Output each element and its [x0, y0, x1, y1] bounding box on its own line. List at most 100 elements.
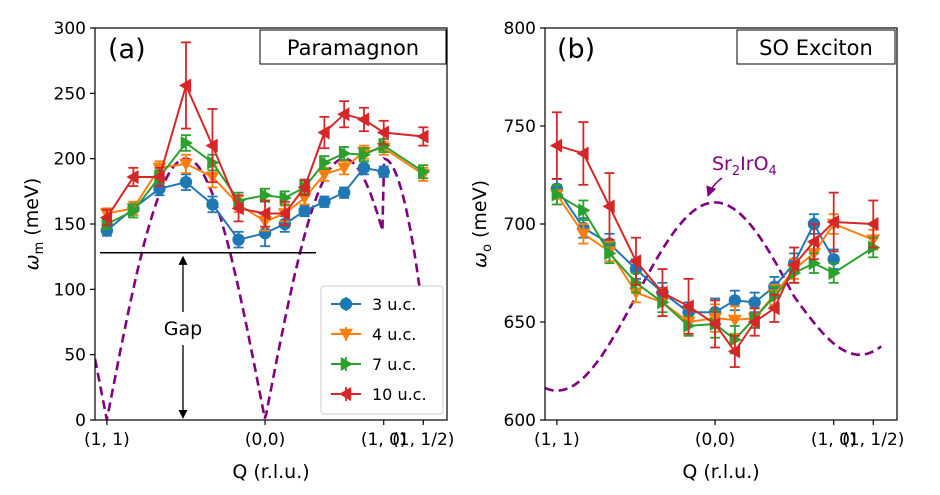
series-10-u-c — [99, 41, 429, 228]
x-tick-label: (1, 1/2) — [392, 430, 454, 450]
data-point — [604, 246, 617, 261]
data-point — [298, 204, 311, 218]
data-point — [232, 233, 245, 246]
series-line — [556, 188, 835, 314]
data-point — [317, 125, 330, 140]
data-point — [231, 201, 244, 216]
data-point — [206, 198, 219, 211]
data-point — [357, 161, 371, 175]
y-tick-label: 50 — [64, 346, 86, 366]
data-point — [748, 296, 761, 309]
y-tick-label: 700 — [504, 215, 536, 235]
legend-marker — [339, 328, 353, 341]
data-point — [152, 169, 165, 184]
data-point — [549, 138, 563, 153]
data-point — [337, 162, 352, 175]
series-line — [556, 144, 874, 354]
data-point — [377, 165, 390, 178]
legend-label: 7 u.c. — [372, 355, 416, 374]
data-point — [416, 129, 429, 144]
y-tick-label: 250 — [54, 84, 86, 104]
x-tick-label: (1, 0) — [361, 430, 407, 450]
data-point — [178, 158, 193, 171]
data-point — [337, 107, 350, 122]
data-point — [259, 188, 273, 203]
data-point — [179, 175, 193, 189]
data-point — [602, 199, 615, 214]
panel-a: 0 50 100 150 200 250 300 (1, 1) (0,0) (1, 0)(1, 1… — [21, 19, 454, 483]
data-point — [338, 146, 352, 161]
y-axis-label-a: ωm (meV) — [21, 178, 47, 271]
y-label-unit-a: (meV) — [21, 178, 43, 242]
data-point — [358, 147, 371, 162]
x-tick-label: (0,0) — [245, 430, 285, 450]
dashed-theory-curve — [545, 201, 882, 392]
y-tick-label: 100 — [54, 280, 86, 300]
data-point — [576, 228, 591, 241]
data-point — [767, 301, 780, 316]
data-point — [628, 254, 642, 269]
y-tick-label: 650 — [504, 313, 536, 333]
series-3-u-c — [550, 178, 840, 327]
title-box-a — [259, 29, 447, 65]
legend-marker — [340, 357, 353, 371]
data-point — [866, 217, 879, 231]
panel-label-b: (b) — [557, 34, 595, 65]
legend-label: 3 u.c. — [372, 295, 416, 314]
legend-frame — [320, 285, 444, 415]
x-tick-label: (1, 1) — [84, 430, 130, 450]
data-point — [258, 206, 271, 221]
x-tick-label: (1, 1) — [534, 430, 580, 450]
data-point — [180, 135, 193, 150]
data-point — [578, 203, 591, 218]
data-point — [126, 169, 139, 184]
legend-marker — [339, 387, 352, 401]
y-tick-label: 200 — [54, 150, 86, 170]
data-point — [576, 146, 589, 161]
x-tick-label: (1, 0) — [811, 430, 857, 450]
y-axis-label-b: ωo (meV) — [469, 180, 495, 268]
y-tick-label: 800 — [504, 19, 536, 39]
y-label-sub-b: o — [480, 244, 495, 252]
gap-label: Gap — [164, 318, 202, 340]
legend-label: 4 u.c. — [372, 325, 416, 344]
data-point — [806, 234, 820, 249]
y-tick-label: 300 — [54, 19, 86, 39]
series-10-u-c — [549, 111, 879, 368]
x-axis-label-a: Q (r.l.u.) — [232, 461, 309, 483]
data-point — [205, 138, 218, 153]
y-tick-label: 750 — [504, 117, 536, 137]
data-point — [728, 294, 742, 307]
data-point — [277, 206, 291, 221]
y-label-symbol-a: ω — [21, 254, 43, 270]
data-point — [727, 344, 741, 359]
x-tick-label: (1, 1/2) — [842, 430, 904, 450]
data-point — [378, 138, 391, 153]
y-tick-label: 0 — [75, 411, 86, 431]
data-point — [297, 180, 310, 195]
data-point — [681, 299, 694, 314]
data-point — [128, 203, 141, 218]
data-point — [727, 314, 742, 328]
data-point — [655, 285, 668, 300]
chart-title-a: Paramagnon — [287, 36, 419, 60]
data-point — [551, 187, 564, 202]
data-point — [747, 315, 760, 329]
annotation-arrow — [706, 177, 723, 197]
data-point — [319, 155, 332, 170]
x-axis-label-b: Q (r.l.u.) — [682, 461, 759, 483]
y-label-symbol-b: ω — [469, 252, 491, 268]
legend-marker — [339, 297, 353, 311]
data-point — [826, 215, 839, 230]
data-point — [318, 195, 331, 208]
legend-label: 10 u.c. — [372, 385, 427, 404]
data-point — [337, 186, 351, 199]
sr2iro4-annotation: Sr2IrO4 — [712, 153, 777, 179]
dashed-theory-curve — [95, 157, 433, 420]
data-point — [99, 210, 113, 225]
title-box-b — [736, 29, 896, 65]
y-label-unit-b: (meV) — [469, 180, 491, 244]
y-tick-label: 150 — [54, 215, 86, 235]
data-point — [787, 258, 800, 273]
